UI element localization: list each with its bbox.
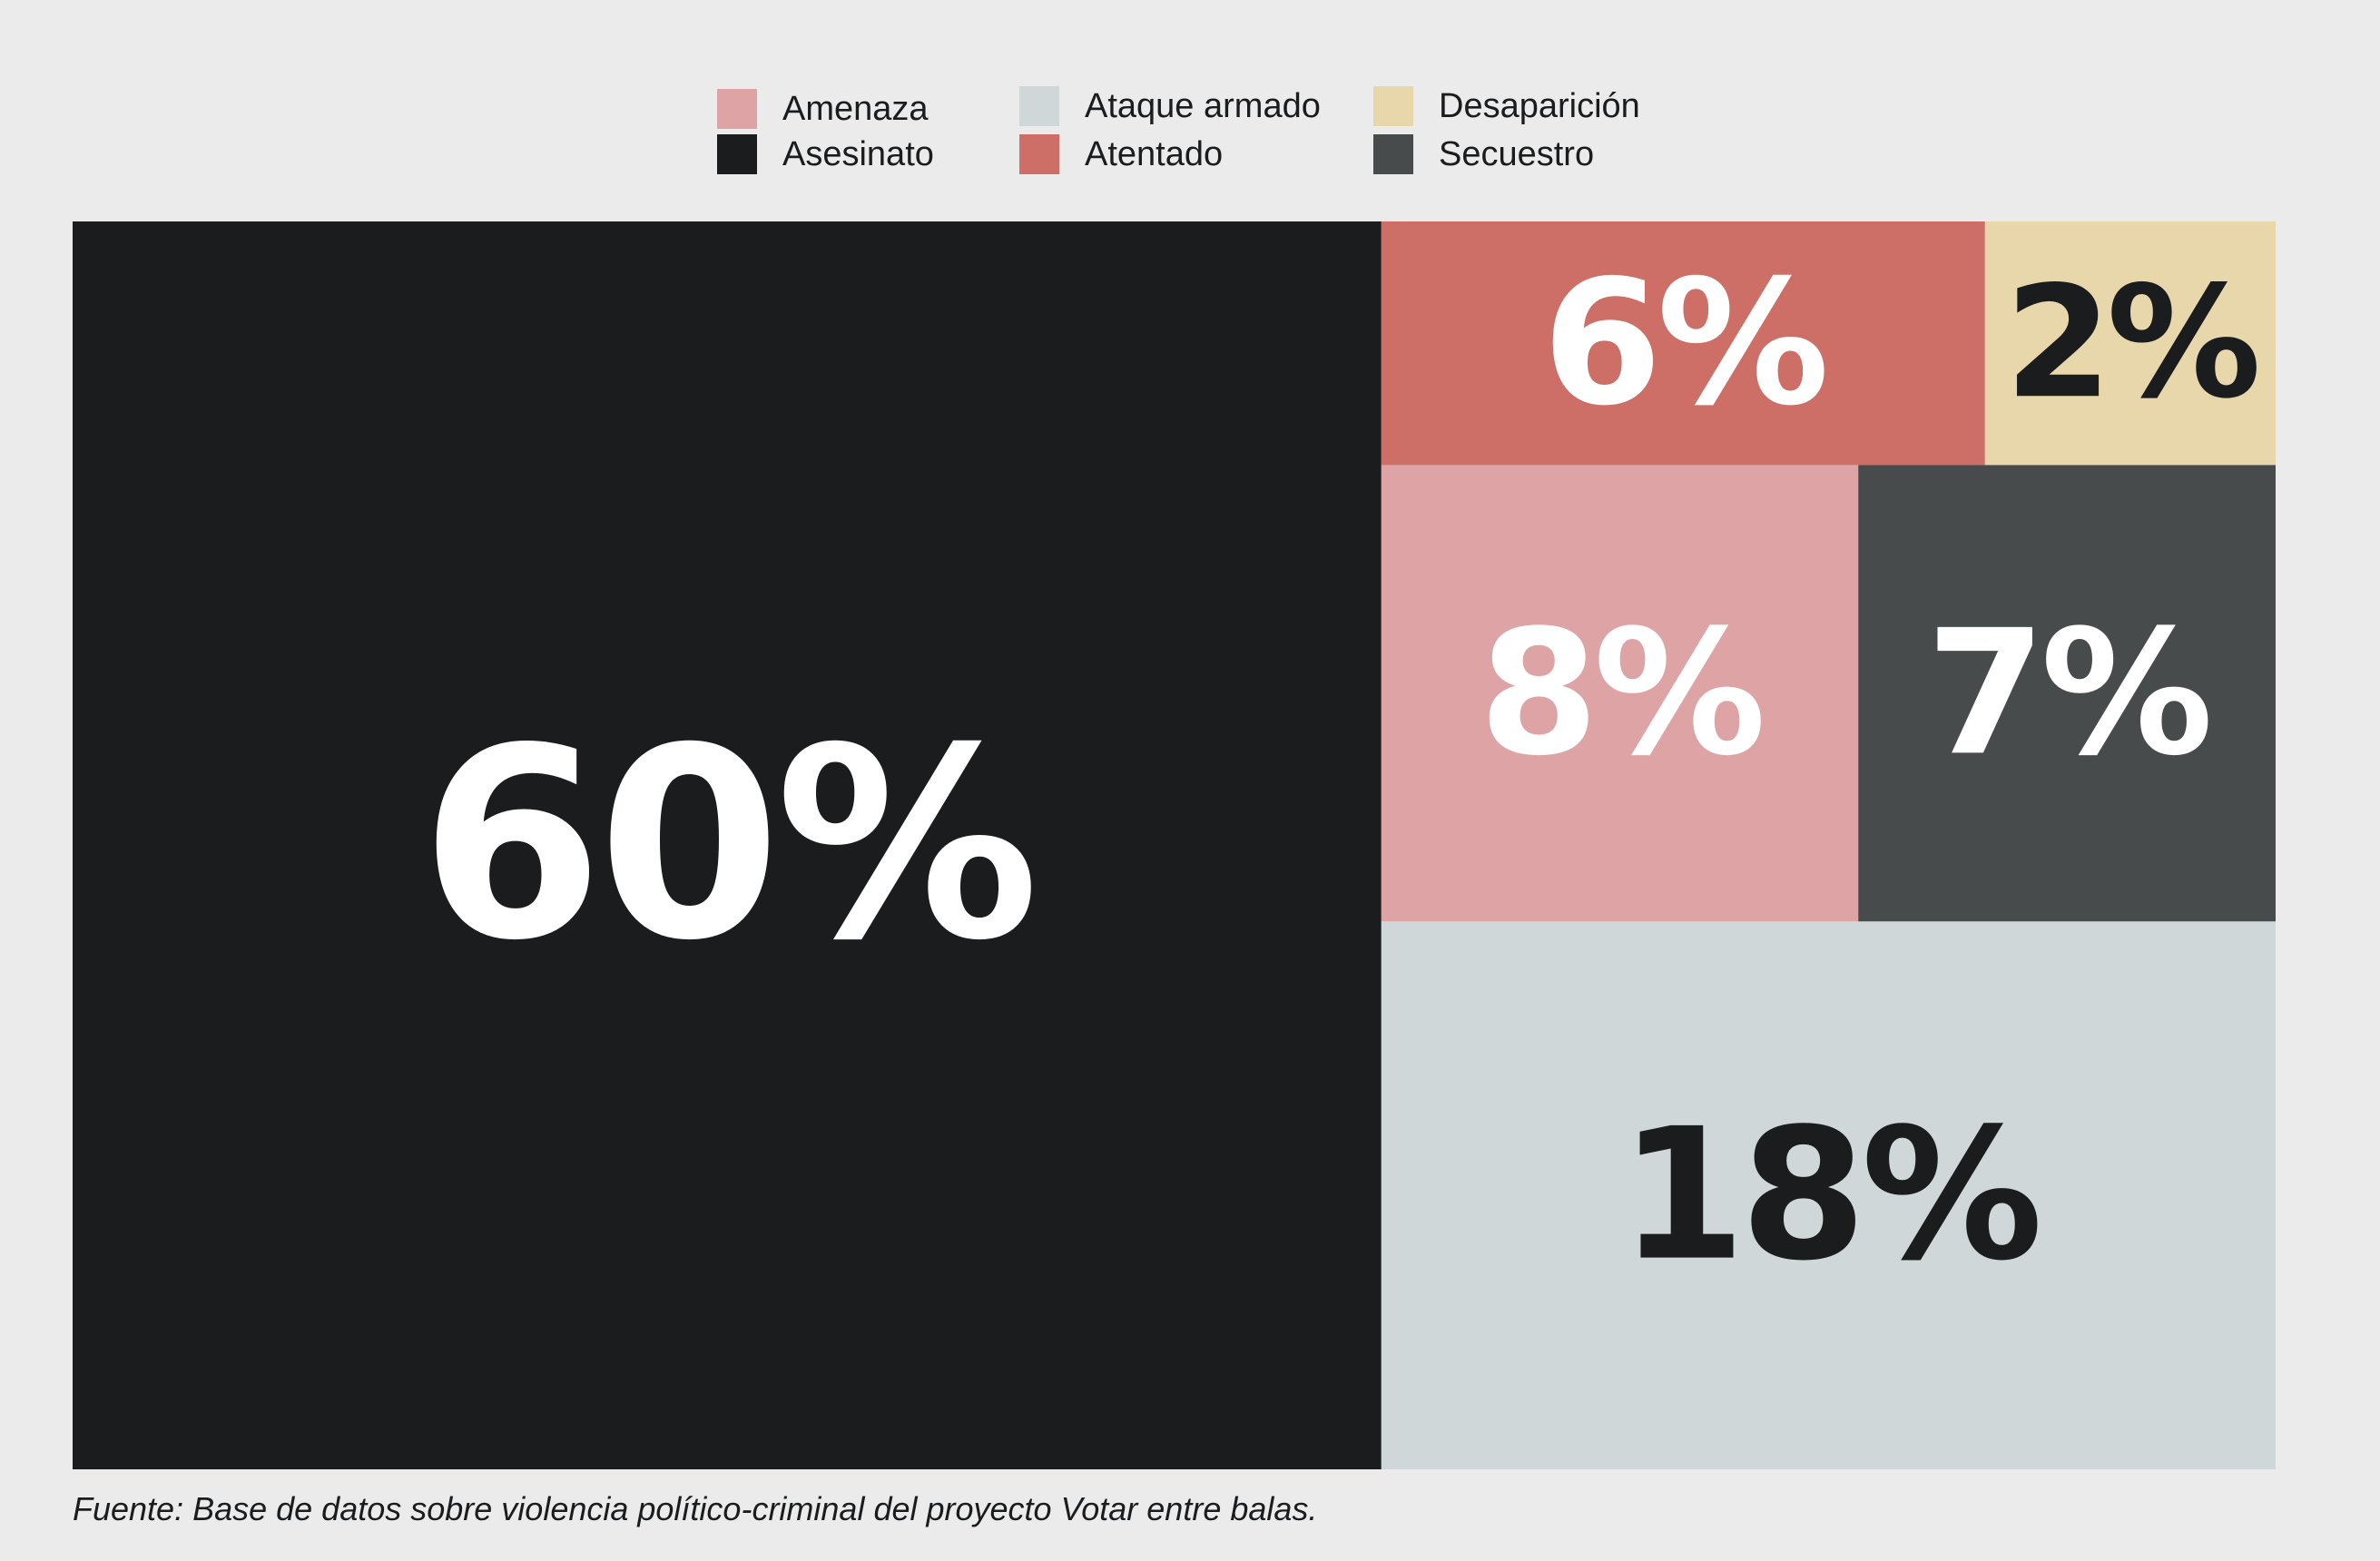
legend-label-desaparicion: Desaparición <box>1439 86 1640 125</box>
legend-item-atentado: Atentado <box>1019 134 1223 174</box>
legend-swatch-asesinato <box>717 134 757 174</box>
legend-label-atentado: Atentado <box>1085 134 1224 173</box>
legend-swatch-atentado <box>1019 134 1059 174</box>
legend-label-ataque-armado: Ataque armado <box>1085 86 1321 125</box>
legend-swatch-desaparicion <box>1373 86 1413 126</box>
legend-label-secuestro: Secuestro <box>1439 134 1595 173</box>
tile-atentado-label: 6% <box>1542 243 1824 444</box>
tile-asesinato-label: 60% <box>420 692 1035 998</box>
tile-secuestro <box>1858 465 2276 922</box>
legend-item-asesinato: Asesinato <box>717 134 934 174</box>
tile-amenaza <box>1381 465 1859 922</box>
legend-label-amenaza: Amenaza <box>782 89 929 128</box>
legend: Amenaza Asesinato Ataque armado Atentado… <box>0 0 2380 200</box>
legend-swatch-ataque-armado <box>1019 86 1059 126</box>
legend-item-desaparicion: Desaparición <box>1373 86 1640 126</box>
legend-swatch-secuestro <box>1373 134 1413 174</box>
tile-secuestro-label: 7% <box>1926 593 2208 793</box>
tile-desaparicion-label: 2% <box>2005 253 2257 433</box>
tile-ataque-armado-label: 18% <box>1619 1090 2038 1301</box>
legend-item-amenaza: Amenaza <box>717 89 929 129</box>
legend-swatch-amenaza <box>717 89 757 129</box>
legend-item-secuestro: Secuestro <box>1373 134 1594 174</box>
legend-label-asesinato: Asesinato <box>782 134 934 173</box>
tile-asesinato <box>73 221 1382 1469</box>
tile-amenaza-label: 8% <box>1479 593 1761 793</box>
tile-ataque-armado <box>1381 921 2276 1469</box>
tile-desaparicion <box>1984 221 2276 466</box>
source-note: Fuente: Base de datos sobre violencia po… <box>73 1490 1318 1527</box>
legend-item-ataque-armado: Ataque armado <box>1019 86 1321 126</box>
tile-atentado <box>1381 221 1985 466</box>
